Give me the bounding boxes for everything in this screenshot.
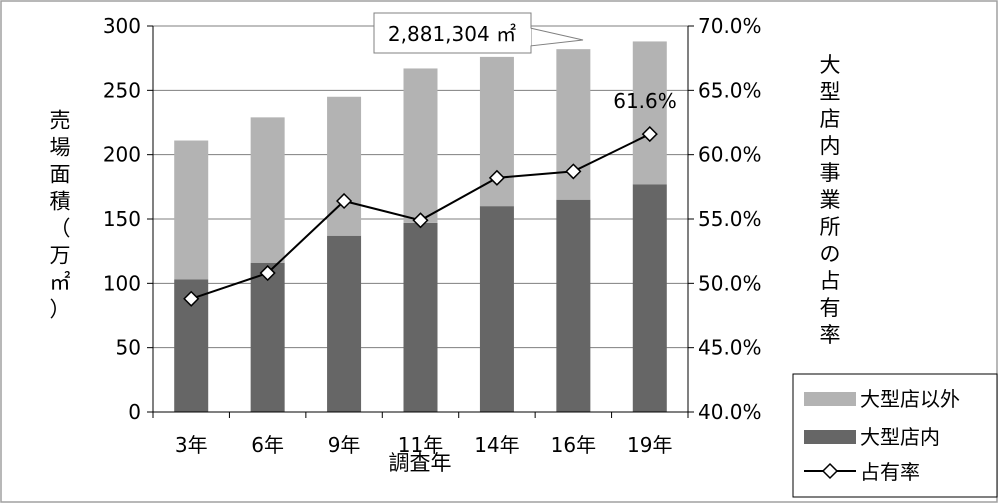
legend-label-outside: 大型店以外: [860, 387, 960, 411]
bars: [174, 41, 667, 412]
bar-outside: [403, 68, 438, 223]
left-axis-ticks: 0 50 100 150 200 250 300: [103, 14, 153, 424]
share-point-marker: [412, 212, 429, 229]
left-tick-label: 250: [103, 78, 141, 102]
bar-outside: [174, 140, 209, 280]
x-tick-label: 9年: [328, 433, 361, 457]
right-tick-label: 55.0%: [698, 207, 762, 231]
legend: 大型店以外 大型店内 占有率: [792, 373, 998, 498]
bar-inside: [479, 206, 514, 412]
right-tick-label: 60.0%: [698, 143, 762, 167]
left-tick-label: 50: [116, 336, 141, 360]
bar-outside: [327, 96, 362, 236]
share-point-marker: [259, 264, 276, 282]
legend-marker-diamond: [821, 462, 839, 480]
bar-inside: [632, 184, 667, 412]
last-point-data-label: 61.6%: [613, 89, 677, 113]
legend-swatch-inside: [804, 430, 856, 444]
share-point-marker: [641, 126, 658, 143]
bar-inside: [250, 262, 285, 412]
x-tick-label: 19年: [627, 433, 672, 457]
total-callout-label: 2,881,304 ㎡: [388, 22, 516, 46]
bar-inside: [556, 199, 591, 412]
legend-swatch-outside: [804, 392, 856, 406]
right-axis-title: 大型店内事業所の占有率: [820, 53, 841, 347]
left-tick-label: 300: [103, 14, 141, 38]
left-tick-label: 200: [103, 143, 141, 167]
right-axis-ticks: 40.0% 45.0% 50.0% 55.0% 60.0% 65.0% 70.0%: [688, 14, 762, 424]
share-point-marker: [336, 192, 353, 210]
bar-outside: [632, 41, 667, 185]
x-tick-label: 11年: [398, 433, 443, 457]
x-axis-ticks: 3年 6年 9年 11年 14年 16年 19年: [152, 412, 689, 457]
x-tick-label: 6年: [251, 433, 284, 457]
bar-inside: [327, 235, 362, 412]
right-tick-label: 45.0%: [698, 336, 762, 360]
x-tick-label: 16年: [551, 433, 596, 457]
share-point-marker: [488, 169, 505, 186]
bar-inside: [403, 222, 438, 412]
share-point-marker: [565, 163, 582, 180]
legend-label-share: 占有率: [860, 460, 920, 484]
right-tick-label: 50.0%: [698, 271, 762, 295]
legend-label-inside: 大型店内: [860, 425, 940, 449]
left-tick-label: 0: [128, 400, 141, 424]
right-tick-label: 70.0%: [698, 14, 762, 38]
share-line-series: [183, 126, 658, 307]
left-tick-label: 150: [103, 207, 141, 231]
x-axis-title: 調査年: [389, 451, 452, 475]
right-tick-label: 65.0%: [698, 78, 762, 102]
bar-outside: [250, 117, 285, 263]
share-point-marker: [183, 290, 200, 307]
total-callout-box: [373, 12, 532, 54]
left-axis-title: 売場面積（万㎡）: [50, 109, 71, 322]
x-tick-label: 3年: [175, 433, 208, 457]
right-tick-label: 40.0%: [698, 400, 762, 424]
x-tick-label: 14年: [474, 433, 519, 457]
left-tick-label: 100: [103, 271, 141, 295]
